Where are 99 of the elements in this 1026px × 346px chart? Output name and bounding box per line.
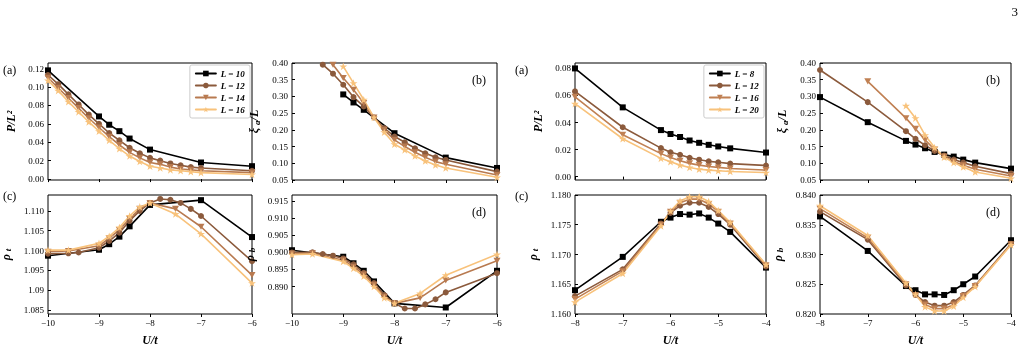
y-tick-label: 1.160 <box>550 309 572 319</box>
x-axis-title: U/t <box>386 333 403 346</box>
chart-title: (c) <box>515 189 529 203</box>
legend-label: L = 12 <box>733 80 760 91</box>
x-tick-label: −4 <box>761 317 772 328</box>
y-tick-label: 0.900 <box>267 247 289 258</box>
y-tick-label: 0.06 <box>28 118 45 129</box>
y-tick-label: 1.175 <box>550 219 572 230</box>
legend-label: L = 8 <box>733 68 755 79</box>
y-tick-label: 0.835 <box>795 219 817 230</box>
y-axis-title: ρb <box>770 247 786 263</box>
text: (b) <box>986 73 1001 87</box>
x-tick-label: −7 <box>617 317 629 328</box>
y-tick-label: 1.170 <box>550 249 572 260</box>
x-tick-label: −6 <box>492 317 503 328</box>
x-tick-label: −6 <box>247 317 258 328</box>
y-tick-label: 1.085 <box>23 305 45 316</box>
y-tick-label: 0.910 <box>267 212 289 223</box>
y-tick-label: 0.40 <box>272 58 289 68</box>
x-tick-label: −5 <box>713 317 724 328</box>
y-tick-label: 0.20 <box>800 124 817 135</box>
y-tick-label: 1.180 <box>550 190 572 200</box>
y-tick-label: 1.09 <box>28 285 45 296</box>
x-tick-label: −9 <box>338 317 349 328</box>
y-tick-label: 1.105 <box>23 225 45 236</box>
chart-title: (a) <box>3 63 17 77</box>
x-tick-label: −7 <box>440 317 452 328</box>
y-tick-label: 0.820 <box>795 309 817 319</box>
legend-label: L = 20 <box>733 104 760 115</box>
y-tick-label: 0.15 <box>272 141 289 152</box>
legend-label: L = 12 <box>219 80 246 91</box>
text: (b) <box>472 73 487 87</box>
y-axis-title: P/L² <box>4 110 19 133</box>
y-tick-label: 0.35 <box>272 74 289 85</box>
text: (d) <box>472 205 487 219</box>
x-tick-label: −8 <box>815 317 826 328</box>
y-tick-label: 0.08 <box>555 63 572 74</box>
y-tick-label: 0.25 <box>272 108 289 119</box>
x-tick-label: −6 <box>910 317 921 328</box>
y-tick-label: 0.890 <box>267 281 289 292</box>
chart-title: (c) <box>3 189 17 203</box>
y-tick-label: 0.05 <box>800 175 817 185</box>
x-tick-label: −5 <box>958 317 969 328</box>
x-tick-label: −9 <box>94 317 105 328</box>
y-tick-label: 0.825 <box>795 279 817 290</box>
y-tick-label: 0.10 <box>272 158 289 169</box>
y-tick-label: 0.02 <box>28 155 44 166</box>
legend-label: L = 10 <box>219 68 246 79</box>
x-tick-label: −8 <box>570 317 581 328</box>
x-tick-label: −8 <box>389 317 400 328</box>
y-axis-title: ρt <box>0 248 14 262</box>
y-tick-label: 0.895 <box>267 264 289 275</box>
y-tick-label: 1.095 <box>23 265 45 276</box>
x-axis-title: U/t <box>907 333 924 346</box>
x-tick-label: −8 <box>145 317 156 328</box>
y-tick-label: 0.10 <box>800 158 817 169</box>
y-tick-label: 0.20 <box>272 124 289 135</box>
legend-label: L = 16 <box>219 104 246 115</box>
y-tick-label: 0.905 <box>267 230 289 241</box>
y-tick-label: 1.165 <box>550 279 572 290</box>
y-tick-label: 0.830 <box>795 249 817 260</box>
y-tick-label: 0.04 <box>555 117 572 128</box>
y-axis-title: ρb <box>242 247 258 263</box>
y-axis-title: ρt <box>525 248 541 262</box>
y-tick-label: 0.02 <box>555 144 571 155</box>
y-tick-label: 0.25 <box>800 108 817 119</box>
y-tick-label: 0.840 <box>795 190 817 200</box>
y-axis-title: ξa/L <box>247 109 262 134</box>
y-tick-label: 1.100 <box>23 245 45 256</box>
x-tick-label: −7 <box>196 317 207 328</box>
y-tick-label: 0.915 <box>267 195 289 206</box>
legend-label: L = 14 <box>219 92 246 103</box>
text: 3 <box>1011 4 1018 20</box>
y-tick-label: 0.30 <box>800 91 817 102</box>
legend-label: L = 16 <box>733 92 760 103</box>
y-tick-label: 1.110 <box>24 205 45 216</box>
y-tick-label: 0.35 <box>800 74 817 85</box>
x-tick-label: −7 <box>862 317 874 328</box>
y-tick-label: 0.30 <box>272 91 289 102</box>
y-tick-label: 0.00 <box>555 171 572 182</box>
y-axis-title: ξa/L <box>775 109 790 134</box>
x-axis-title: U/t <box>662 333 679 346</box>
y-tick-label: 0.04 <box>28 137 45 148</box>
y-tick-label: 0.08 <box>28 100 45 111</box>
x-axis-title: U/t <box>142 333 159 346</box>
chart-title: (a) <box>515 63 529 77</box>
y-tick-label: 0.15 <box>800 141 817 152</box>
y-tick-label: 0.10 <box>28 81 45 92</box>
y-tick-label: 0.05 <box>272 175 289 185</box>
y-tick-label: 0.00 <box>28 174 45 185</box>
y-axis-title: P/L² <box>531 110 546 133</box>
y-tick-label: 0.40 <box>800 58 817 68</box>
y-tick-label: 0.06 <box>555 90 572 101</box>
x-tick-label: −10 <box>40 317 56 328</box>
x-tick-label: −6 <box>665 317 676 328</box>
y-tick-label: 0.12 <box>28 63 44 74</box>
text: (d) <box>986 205 1001 219</box>
x-tick-label: −10 <box>284 317 300 328</box>
x-tick-label: −4 <box>1006 317 1017 328</box>
